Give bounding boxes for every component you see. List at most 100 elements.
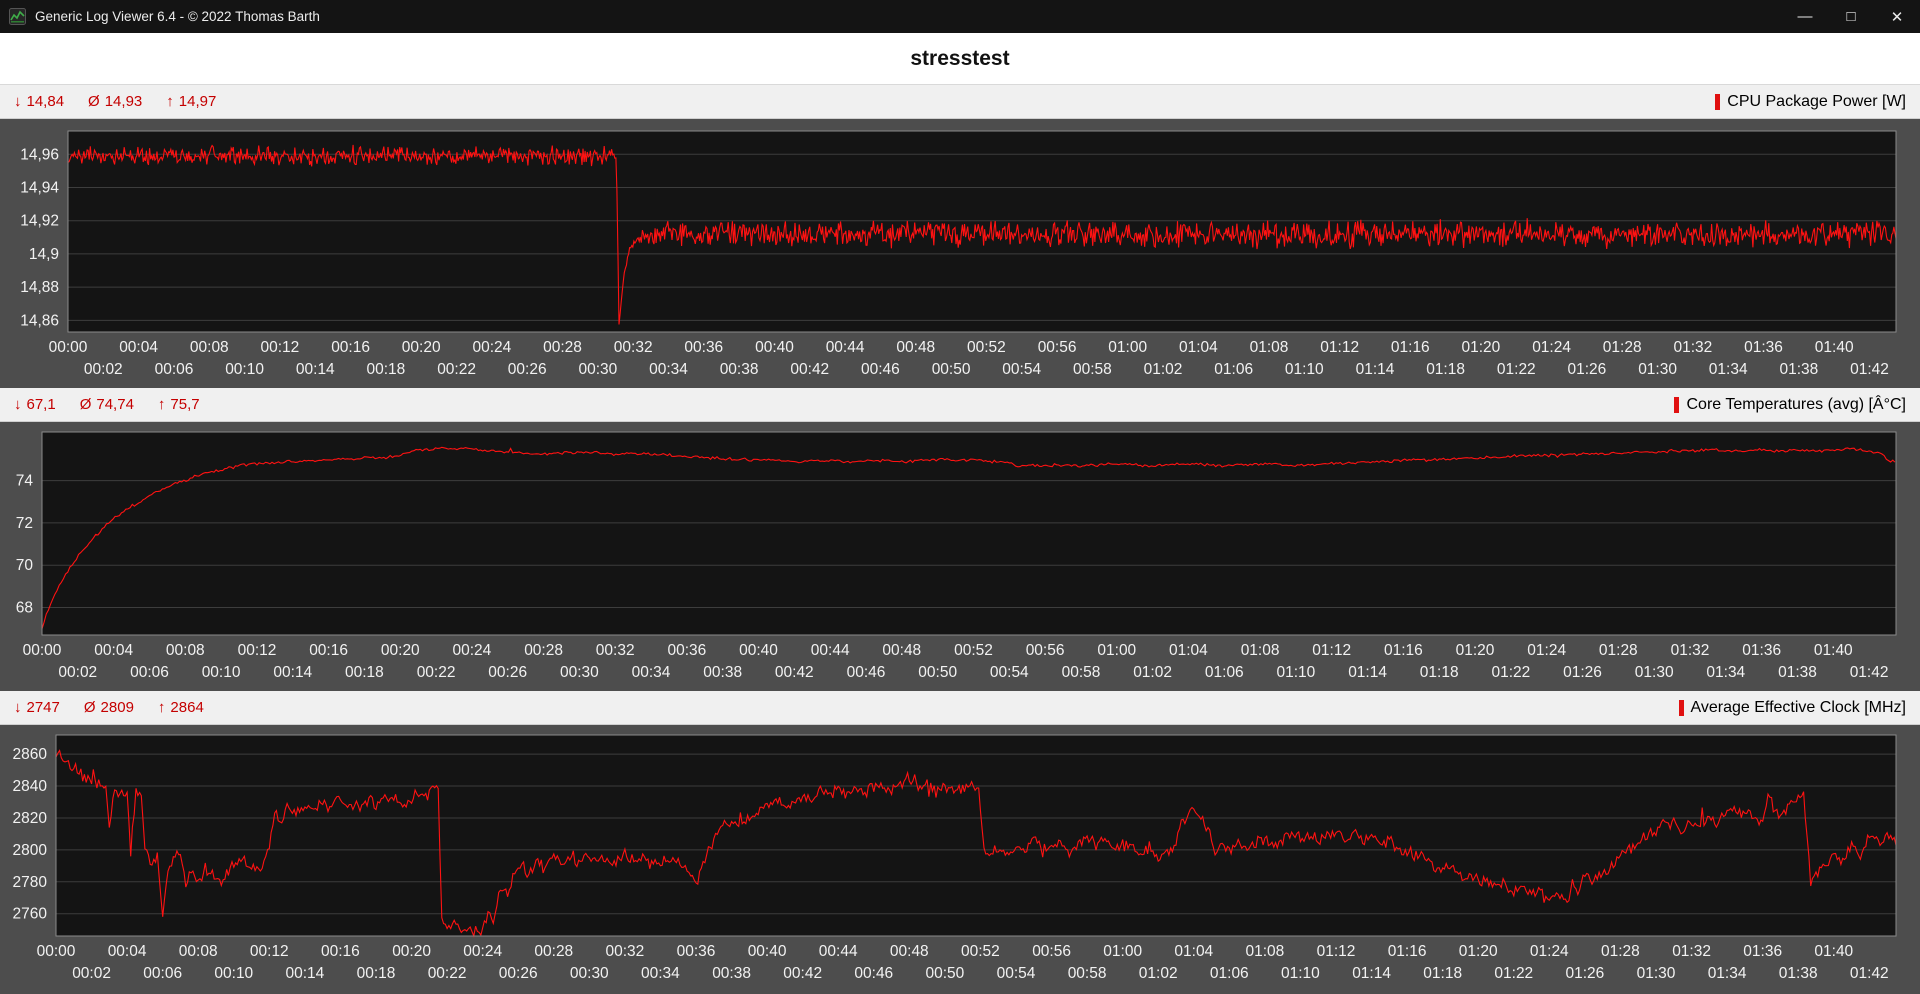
svg-text:00:20: 00:20: [381, 642, 420, 659]
svg-text:00:38: 00:38: [712, 965, 751, 982]
svg-text:00:46: 00:46: [847, 664, 886, 681]
svg-text:00:24: 00:24: [463, 943, 502, 960]
svg-text:01:02: 01:02: [1139, 965, 1178, 982]
svg-text:00:40: 00:40: [739, 642, 778, 659]
stat-max: ↑ 2864: [157, 699, 204, 716]
svg-text:00:30: 00:30: [579, 361, 618, 378]
chart-canvas-core-temps[interactable]: 68 70 72 74 00:00 00:02 00:04 00:06 00:08 00:10 00…: [0, 422, 1920, 691]
svg-text:00:18: 00:18: [345, 664, 384, 681]
min-arrow-icon: ↓: [14, 699, 22, 716]
svg-text:00:32: 00:32: [614, 339, 653, 356]
window-titlebar[interactable]: Generic Log Viewer 6.4 - © 2022 Thomas B…: [0, 0, 1920, 33]
svg-text:00:48: 00:48: [896, 339, 935, 356]
svg-text:00:26: 00:26: [499, 965, 538, 982]
svg-text:00:38: 00:38: [703, 664, 742, 681]
svg-text:72: 72: [16, 515, 33, 532]
svg-text:00:02: 00:02: [84, 361, 123, 378]
window-controls: — □ ✕: [1782, 0, 1920, 33]
svg-text:01:26: 01:26: [1563, 664, 1602, 681]
max-arrow-icon: ↑: [166, 93, 174, 110]
stat-min: ↓ 14,84: [14, 93, 65, 110]
series-legend-icon: [1674, 396, 1680, 413]
svg-text:01:06: 01:06: [1205, 664, 1244, 681]
svg-text:14,88: 14,88: [20, 279, 59, 296]
svg-text:00:08: 00:08: [166, 642, 205, 659]
svg-text:01:32: 01:32: [1672, 943, 1711, 960]
minimize-button[interactable]: —: [1797, 8, 1813, 25]
svg-text:01:38: 01:38: [1780, 361, 1819, 378]
svg-text:00:02: 00:02: [72, 965, 111, 982]
svg-text:01:18: 01:18: [1420, 664, 1459, 681]
svg-text:00:42: 00:42: [790, 361, 829, 378]
svg-text:01:06: 01:06: [1210, 965, 1249, 982]
svg-text:00:28: 00:28: [534, 943, 573, 960]
svg-text:00:28: 00:28: [524, 642, 563, 659]
svg-text:01:32: 01:32: [1674, 339, 1713, 356]
svg-text:00:58: 00:58: [1062, 664, 1101, 681]
svg-text:00:50: 00:50: [932, 361, 971, 378]
svg-text:01:06: 01:06: [1214, 361, 1253, 378]
svg-text:00:52: 00:52: [954, 642, 993, 659]
svg-text:01:36: 01:36: [1743, 943, 1782, 960]
svg-text:01:18: 01:18: [1426, 361, 1465, 378]
svg-text:00:10: 00:10: [202, 664, 241, 681]
svg-text:00:14: 00:14: [273, 664, 312, 681]
svg-text:00:08: 00:08: [190, 339, 229, 356]
svg-text:68: 68: [16, 600, 33, 617]
svg-text:01:34: 01:34: [1709, 361, 1748, 378]
svg-text:00:00: 00:00: [49, 339, 88, 356]
maximize-button[interactable]: □: [1846, 8, 1856, 25]
window-title: Generic Log Viewer 6.4 - © 2022 Thomas B…: [35, 9, 320, 24]
svg-text:01:02: 01:02: [1144, 361, 1183, 378]
chart-section-core-temps: ↓ 67,1 Ø 74,74 ↑ 75,7 Core Temperatures (av…: [0, 388, 1920, 691]
svg-text:00:06: 00:06: [130, 664, 169, 681]
stat-min: ↓ 2747: [14, 699, 60, 716]
svg-text:00:48: 00:48: [890, 943, 929, 960]
close-button[interactable]: ✕: [1890, 8, 1904, 26]
svg-text:00:20: 00:20: [402, 339, 441, 356]
svg-text:14,86: 14,86: [20, 312, 59, 329]
svg-text:00:50: 00:50: [918, 664, 957, 681]
svg-text:00:12: 00:12: [238, 642, 277, 659]
svg-text:00:56: 00:56: [1026, 642, 1065, 659]
svg-text:01:22: 01:22: [1497, 361, 1536, 378]
svg-text:00:26: 00:26: [508, 361, 547, 378]
svg-text:00:54: 00:54: [990, 664, 1029, 681]
svg-text:00:24: 00:24: [473, 339, 512, 356]
svg-text:00:34: 00:34: [632, 664, 671, 681]
svg-text:00:22: 00:22: [417, 664, 456, 681]
svg-text:00:34: 00:34: [649, 361, 688, 378]
chart-canvas-cpu-power[interactable]: 14,86 14,88 14,9 14,92 14,94 14,96 00:00 00:02 0…: [0, 119, 1920, 388]
document-header: stresstest: [0, 33, 1920, 85]
svg-text:00:36: 00:36: [668, 642, 707, 659]
svg-text:01:16: 01:16: [1391, 339, 1430, 356]
svg-text:01:30: 01:30: [1637, 965, 1676, 982]
svg-text:01:04: 01:04: [1174, 943, 1213, 960]
svg-text:2800: 2800: [13, 842, 48, 859]
svg-text:00:30: 00:30: [560, 664, 599, 681]
svg-text:00:22: 00:22: [428, 965, 467, 982]
svg-text:00:32: 00:32: [606, 943, 645, 960]
svg-text:01:00: 01:00: [1108, 339, 1147, 356]
svg-text:00:16: 00:16: [321, 943, 360, 960]
svg-text:00:48: 00:48: [882, 642, 921, 659]
svg-text:00:30: 00:30: [570, 965, 609, 982]
svg-text:00:10: 00:10: [225, 361, 264, 378]
svg-text:01:22: 01:22: [1492, 664, 1531, 681]
svg-text:00:02: 00:02: [58, 664, 97, 681]
chart-canvas-effective-clock[interactable]: 2760 2780 2800 2820 2840 2860 00:00 00:02 00:04 0…: [0, 725, 1920, 994]
svg-text:01:12: 01:12: [1312, 642, 1351, 659]
svg-text:00:06: 00:06: [143, 965, 182, 982]
svg-text:00:36: 00:36: [684, 339, 723, 356]
chart-title: Core Temperatures (avg) [Â°C]: [1686, 395, 1906, 413]
svg-text:01:28: 01:28: [1603, 339, 1642, 356]
svg-text:70: 70: [16, 557, 34, 574]
svg-text:2760: 2760: [13, 906, 48, 923]
svg-text:00:00: 00:00: [37, 943, 76, 960]
avg-icon: Ø: [79, 396, 92, 413]
svg-text:01:02: 01:02: [1133, 664, 1172, 681]
svg-text:00:44: 00:44: [819, 943, 858, 960]
svg-text:00:06: 00:06: [155, 361, 194, 378]
svg-text:14,9: 14,9: [29, 246, 59, 263]
svg-text:00:54: 00:54: [1002, 361, 1041, 378]
